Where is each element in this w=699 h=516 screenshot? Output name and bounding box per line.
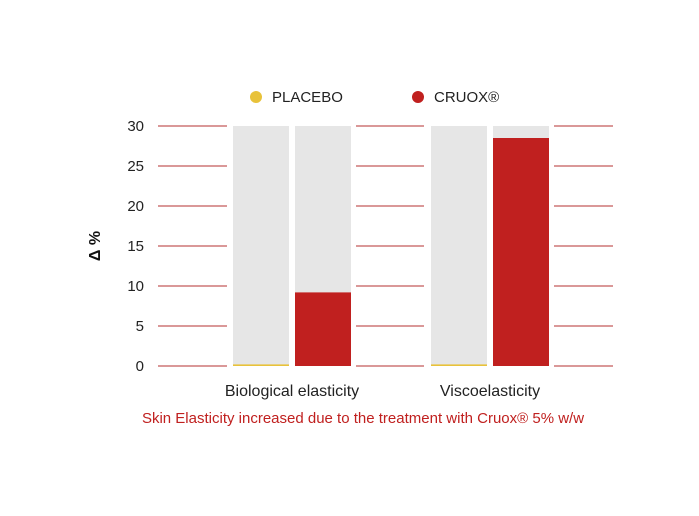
y-tick-label-5: 5 [136, 318, 144, 335]
category-label-1: Viscoelasticity [440, 383, 540, 400]
chart-caption: Skin Elasticity increased due to the tre… [142, 410, 584, 427]
category-label-0: Biological elasticity [225, 383, 359, 400]
legend-marker-1 [412, 91, 424, 103]
bar-placebo-1 [431, 364, 487, 366]
gridlines [158, 125, 613, 367]
y-axis-label: Δ % [87, 231, 104, 261]
bar-cruox-0 [295, 292, 351, 366]
bar-track-0-0 [233, 126, 289, 366]
bar-placebo-0 [233, 364, 289, 366]
y-tick-label-0: 0 [136, 358, 144, 375]
y-tick-label-25: 25 [127, 158, 144, 175]
y-tick-labels: 0 5 10 15 20 25 30 [127, 118, 144, 375]
y-tick-label-20: 20 [127, 198, 144, 215]
bar-cruox-1 [493, 138, 549, 366]
y-tick-label-10: 10 [127, 278, 144, 295]
legend-marker-0 [250, 91, 262, 103]
legend: PLACEBO CRUOX® [250, 89, 499, 106]
y-tick-label-15: 15 [127, 238, 144, 255]
legend-label-1: CRUOX® [434, 89, 499, 106]
y-tick-label-30: 30 [127, 118, 144, 135]
legend-label-0: PLACEBO [272, 89, 343, 106]
bar-track-1-0 [431, 126, 487, 366]
bars [233, 126, 549, 366]
category-labels: Biological elasticity Viscoelasticity [225, 383, 540, 400]
